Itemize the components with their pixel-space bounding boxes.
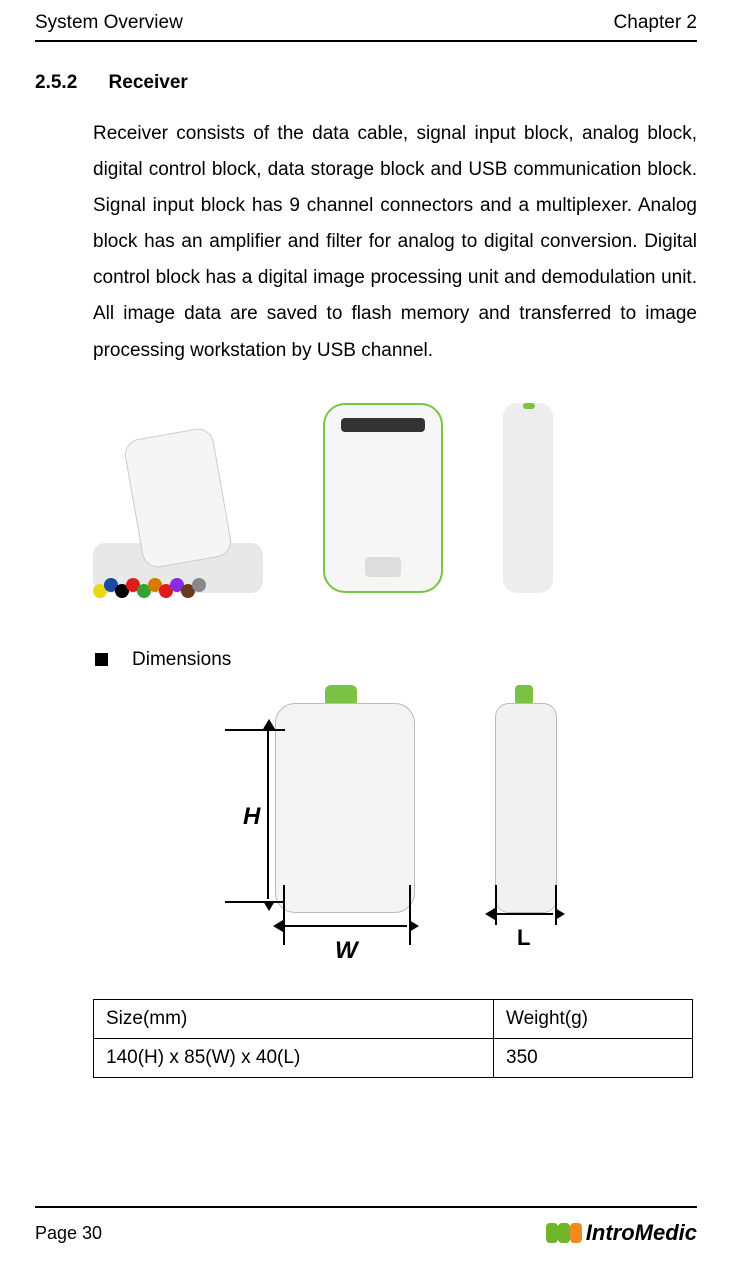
logo-mark-icon	[546, 1223, 582, 1243]
col-weight: Weight(g)	[494, 999, 693, 1038]
section-heading: 2.5.2 Receiver	[35, 72, 697, 94]
body-paragraph: Receiver consists of the data cable, sig…	[93, 116, 697, 369]
dimensions-figure: H W L	[195, 685, 575, 965]
logo-text: IntroMedic	[586, 1220, 697, 1246]
header-chapter: Chapter 2	[614, 12, 697, 34]
cell-weight: 350	[494, 1038, 693, 1077]
device-dock-image	[93, 418, 263, 593]
logo-leaf-1	[546, 1223, 558, 1243]
bullet-icon	[95, 653, 108, 666]
spec-table: Size(mm) Weight(g) 140(H) x 85(W) x 40(L…	[93, 999, 693, 1078]
device-front-image	[323, 403, 443, 593]
dim-label-H: H	[243, 803, 260, 831]
section-title: Receiver	[109, 72, 188, 93]
footer-rule	[35, 1206, 697, 1208]
cable-dot	[192, 578, 206, 592]
dim-label-L: L	[517, 925, 530, 951]
cell-size: 140(H) x 85(W) x 40(L)	[94, 1038, 494, 1077]
logo-leaf-3	[570, 1223, 582, 1243]
device-side-image	[503, 403, 553, 593]
header-rule	[35, 40, 697, 42]
col-size: Size(mm)	[94, 999, 494, 1038]
logo-leaf-2	[558, 1223, 570, 1243]
dimensions-heading: Dimensions	[95, 649, 697, 671]
dimensions-label: Dimensions	[132, 649, 231, 671]
dim-label-W: W	[335, 937, 358, 965]
product-figure-row	[93, 403, 697, 593]
header-left: System Overview	[35, 12, 183, 34]
page-number: Page 30	[35, 1223, 102, 1244]
footer-logo: IntroMedic	[546, 1220, 697, 1246]
section-number: 2.5.2	[35, 72, 77, 93]
table-row: 140(H) x 85(W) x 40(L) 350	[94, 1038, 693, 1077]
table-row: Size(mm) Weight(g)	[94, 999, 693, 1038]
